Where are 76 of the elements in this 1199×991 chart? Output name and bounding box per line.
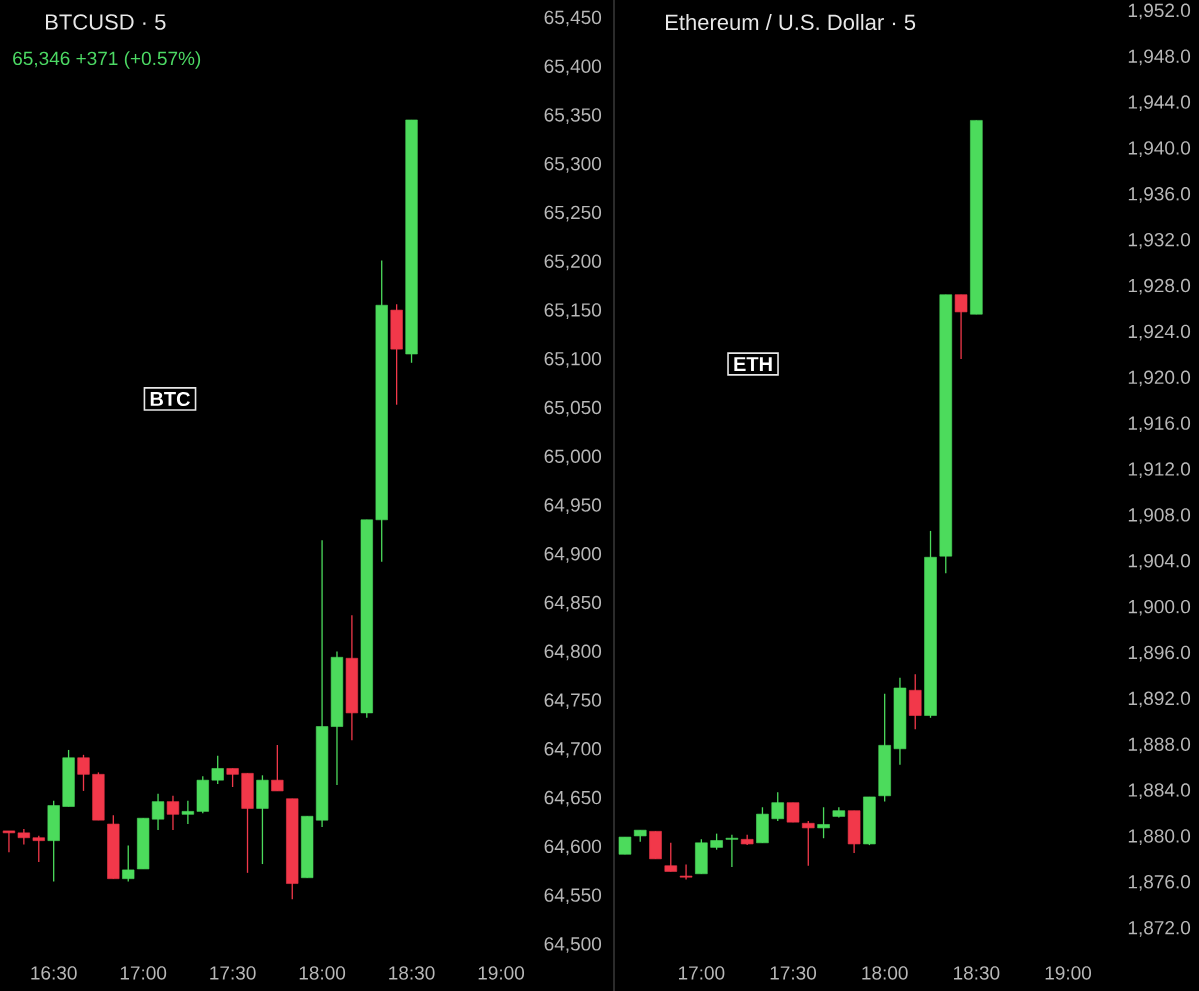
candlestick <box>771 791 784 822</box>
candlestick <box>817 806 830 839</box>
candlestick <box>664 842 678 873</box>
y-tick-label: 65,400 <box>544 59 602 76</box>
y-tick-label: 1,876.0 <box>1128 875 1191 891</box>
x-tick-label: 17:30 <box>770 966 817 980</box>
y-tick-label: 1,948.0 <box>1128 49 1191 66</box>
y-tick-label: 1,920.0 <box>1128 370 1191 387</box>
x-tick-label: 16:30 <box>31 966 77 980</box>
annotation: ETH <box>734 357 772 371</box>
text: Ethereum / U.S. Dollar · 5 <box>666 13 916 31</box>
y-tick-label: 1,932.0 <box>1128 232 1191 249</box>
x-tick-label: 19:00 <box>478 966 525 980</box>
y-tick-label: 64,950 <box>544 498 602 514</box>
y-tick-label: 1,944.0 <box>1128 95 1191 112</box>
y-tick-label: 1,896.0 <box>1128 645 1191 662</box>
candlestick <box>725 834 739 868</box>
candlestick <box>151 793 165 831</box>
y-tick-label: 1,872.0 <box>1128 920 1191 937</box>
x-tick-label: 18:00 <box>862 966 908 980</box>
candlestick <box>32 835 45 863</box>
candlestick <box>786 802 800 823</box>
y-tick-label: 65,450 <box>544 10 602 27</box>
y-tick-label: 65,150 <box>544 303 602 319</box>
y-tick-label: 1,908.0 <box>1128 508 1191 524</box>
y-tick-label: 64,600 <box>544 839 602 856</box>
y-tick-label: 1,936.0 <box>1128 187 1191 203</box>
y-tick-label: 65,250 <box>544 205 602 222</box>
text: 65,346 +371 (+0.57%) <box>13 51 201 69</box>
y-tick-label: 1,952.0 <box>1128 3 1191 20</box>
y-tick-label: 64,550 <box>544 888 602 905</box>
y-tick-label: 65,350 <box>544 108 602 124</box>
y-tick-label: 1,924.0 <box>1128 324 1191 341</box>
y-tick-label: 1,888.0 <box>1128 737 1191 754</box>
y-tick-label: 1,900.0 <box>1128 599 1191 616</box>
y-tick-label: 1,904.0 <box>1128 554 1191 570</box>
y-tick-label: 64,500 <box>544 937 602 953</box>
candlestick <box>954 294 968 360</box>
y-tick-label: 64,750 <box>544 693 602 710</box>
x-tick-label: 18:30 <box>389 966 435 980</box>
x-tick-label: 18:00 <box>299 966 346 980</box>
y-tick-label: 1,912.0 <box>1128 462 1191 478</box>
chart-title: BTCUSD · 5 <box>45 14 166 30</box>
y-tick-label: 64,800 <box>544 644 602 661</box>
y-tick-label: 64,850 <box>544 595 602 612</box>
y-tick-label: 1,880.0 <box>1128 829 1191 845</box>
candlestick <box>211 755 224 785</box>
y-tick-label: 65,300 <box>544 156 602 173</box>
x-tick-label: 17:00 <box>120 966 167 980</box>
candlestick <box>77 754 90 792</box>
y-tick-label: 1,928.0 <box>1128 278 1191 295</box>
x-tick-label: 17:00 <box>679 966 725 980</box>
y-tick-label: 64,650 <box>544 790 602 807</box>
y-tick-label: 65,050 <box>544 400 602 417</box>
candlestick <box>166 795 180 831</box>
y-tick-label: 1,916.0 <box>1128 416 1191 433</box>
x-tick-label: 19:00 <box>1045 966 1092 980</box>
y-tick-label: 1,940.0 <box>1128 141 1191 157</box>
x-tick-label: 17:30 <box>210 966 256 980</box>
annotation: BTC <box>150 391 190 407</box>
y-tick-label: 64,900 <box>544 547 602 563</box>
candlestick <box>122 844 135 883</box>
candlestick <box>2 830 16 853</box>
candlestick <box>226 767 239 788</box>
candlestick <box>802 820 815 867</box>
y-tick-label: 65,000 <box>544 449 602 466</box>
candlestick <box>17 828 30 846</box>
candlestick <box>181 800 194 825</box>
y-tick-label: 1,884.0 <box>1128 783 1191 800</box>
y-tick-label: 65,200 <box>544 254 602 271</box>
candlestick <box>271 744 284 792</box>
candlestick <box>679 863 693 881</box>
y-tick-label: 1,892.0 <box>1128 691 1191 708</box>
y-tick-label: 65,100 <box>544 352 602 368</box>
x-tick-label: 18:30 <box>954 966 1000 980</box>
y-tick-label: 64,700 <box>544 742 602 758</box>
